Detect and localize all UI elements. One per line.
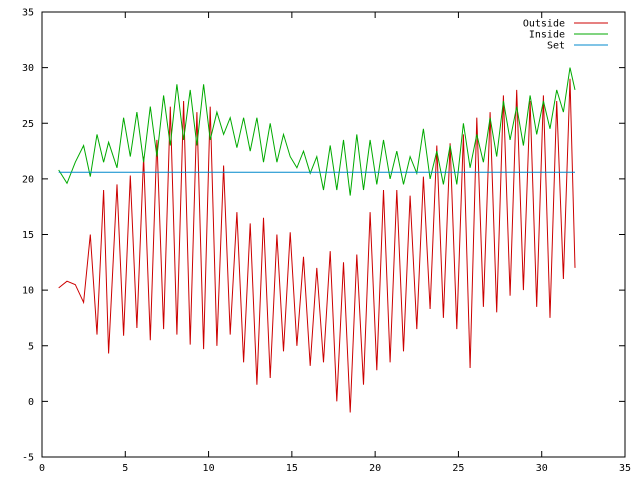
y-tick-label: 25 (22, 119, 34, 130)
y-tick-label: 5 (28, 341, 34, 352)
x-tick-label: 15 (286, 463, 298, 474)
legend-label-outside: Outside (523, 19, 565, 30)
y-tick-label: 30 (22, 63, 34, 74)
y-tick-label: 0 (28, 397, 34, 408)
axis-ticks: 0 5 10 15 20 25 30 35 -5 0 5 10 15 20 25 30 35 (22, 8, 631, 475)
series-line-inside (58, 67, 576, 196)
series-line-outside (58, 78, 576, 413)
x-tick-label: 30 (536, 463, 548, 474)
series-lines (58, 67, 576, 413)
plot-border (41, 11, 626, 458)
legend-label-inside: Inside (529, 30, 565, 41)
plot-frame (41, 11, 626, 458)
x-tick-label: 0 (39, 463, 45, 474)
y-tick-label: -5 (22, 453, 34, 464)
x-tick-label: 5 (122, 463, 128, 474)
y-tick-label: 15 (22, 230, 34, 241)
x-tick-label: 35 (619, 463, 631, 474)
x-tick-label: 25 (452, 463, 464, 474)
y-tick-label: 35 (22, 8, 34, 19)
x-tick-label: 10 (203, 463, 215, 474)
legend-label-set: Set (547, 41, 565, 52)
y-tick-label: 20 (22, 174, 34, 185)
y-tick-label: 10 (22, 286, 34, 297)
x-tick-label: 20 (369, 463, 381, 474)
